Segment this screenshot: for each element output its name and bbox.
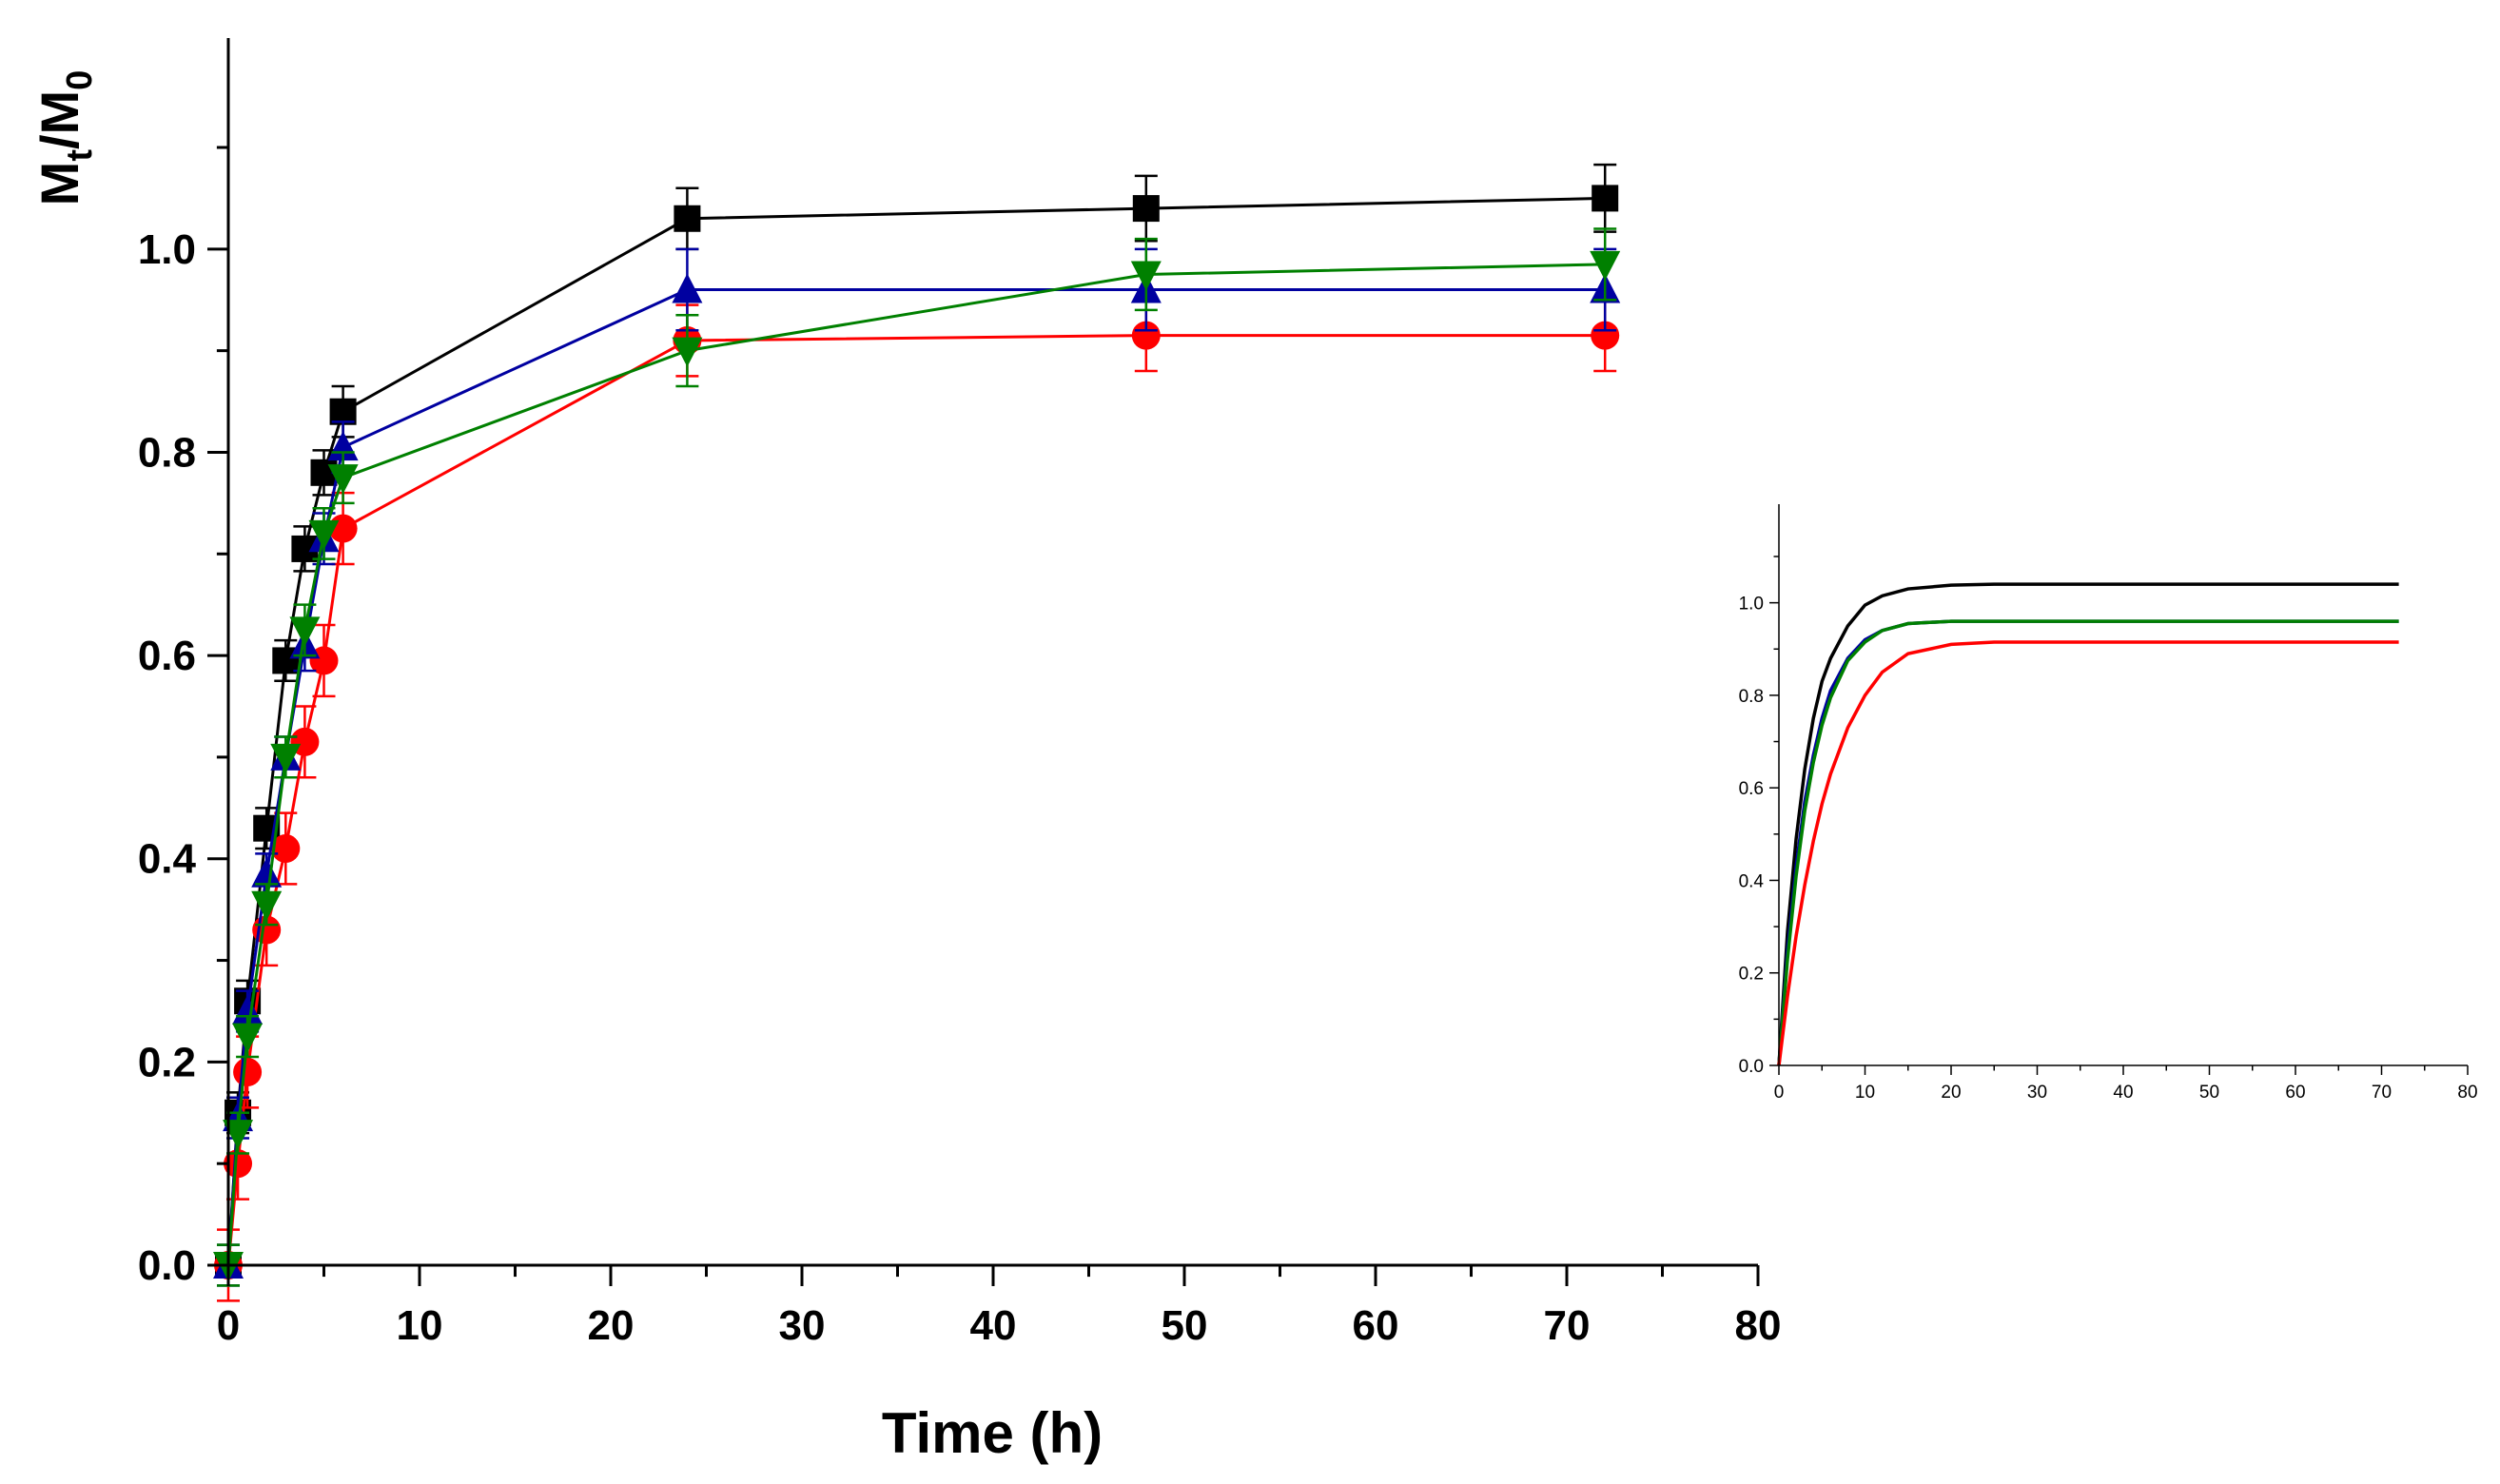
y-tick-label: 0.0 [138,1242,196,1289]
data-point [270,743,302,773]
data-point [233,1058,263,1087]
x-tick-label: 0 [1774,1083,1785,1103]
main-x-ticks: 0 10 20 30 40 50 60 70 80 [217,1265,1782,1349]
inset-y-ticks: 0.0 0.2 0.4 0.6 0.8 1.0 [1739,556,1779,1077]
x-tick-label: 50 [2199,1083,2219,1103]
data-point [289,616,321,647]
y-axis-title-sub1: t [60,149,100,162]
y-axis-title-m2: M [29,90,89,135]
x-tick-label: 40 [970,1302,1017,1349]
y-axis-title-sub2: 0 [60,70,100,90]
y-axis-title-slash: / [29,134,89,149]
data-point [232,1023,264,1053]
inset-chart: 0 10 20 30 40 50 60 70 80 0.0 0.2 0.4 0.6 0.8 1.0 [1739,504,2478,1103]
data-point [251,857,283,888]
data-point [674,205,701,232]
x-tick-label: 20 [1941,1083,1961,1103]
series-2 [1777,619,2399,1066]
series-3 [213,227,1621,1287]
main-y-ticks: 0.0 0.2 0.4 0.6 0.8 1.0 [138,146,228,1289]
inset-plot-area [1777,582,2399,1066]
data-point [1590,250,1621,281]
y-axis-title: Mt/M0 [29,70,100,206]
x-tick-label: 60 [1353,1302,1399,1349]
y-tick-label: 0.0 [1739,1057,1764,1077]
inset-x-ticks: 0 10 20 30 40 50 60 70 80 [1774,1065,2478,1103]
data-point [308,519,340,550]
y-tick-label: 0.4 [1739,871,1765,891]
y-tick-label: 0.8 [1739,687,1764,707]
x-tick-label: 80 [1735,1302,1782,1349]
main-plot-area [213,163,1621,1302]
series-line [1777,619,2399,1066]
series-2 [213,247,1621,1287]
y-tick-label: 0.6 [138,633,196,679]
y-tick-label: 0.2 [138,1039,196,1085]
data-point [223,1120,254,1150]
data-point [1591,321,1620,350]
y-tick-label: 0.4 [138,836,197,883]
x-tick-label: 10 [1855,1083,1875,1103]
series-0 [215,163,1619,1287]
data-point [1132,195,1160,223]
series-line [226,263,1606,1266]
data-point [251,890,283,921]
data-point [1592,185,1619,212]
x-tick-label: 70 [1544,1302,1591,1349]
y-tick-label: 1.0 [1739,595,1764,615]
y-tick-label: 0.2 [1739,965,1764,985]
data-point [1131,321,1161,350]
data-point [271,834,301,864]
x-tick-label: 60 [2285,1083,2305,1103]
series-line [226,288,1606,1266]
data-point [672,337,703,367]
y-tick-label: 0.8 [138,429,196,476]
x-axis-title: Time (h) [882,1401,1103,1465]
y-axis-title-m1: M [29,162,89,206]
data-point [329,398,357,425]
x-tick-label: 30 [779,1302,826,1349]
series-3 [1777,640,2399,1066]
y-tick-label: 1.0 [138,226,196,273]
data-point [327,464,359,495]
main-chart: 0 10 20 30 40 50 60 70 80 0.0 0.2 0.4 0.6 0.8 1.0 Tim… [29,38,1781,1465]
data-point [1130,261,1162,291]
series-line [226,196,1606,1266]
series-0 [1777,582,2399,1066]
x-tick-label: 70 [2372,1083,2392,1103]
x-tick-label: 50 [1162,1302,1208,1349]
series-line [1777,640,2399,1066]
x-tick-label: 80 [2457,1083,2477,1103]
series-line [226,334,1606,1266]
data-point [672,273,703,303]
x-tick-label: 0 [217,1302,240,1349]
y-tick-label: 0.6 [1739,779,1764,799]
data-point [224,1149,253,1179]
series-line [1777,582,2399,1066]
x-tick-label: 10 [397,1302,443,1349]
x-tick-label: 20 [588,1302,635,1349]
series-1 [214,298,1620,1302]
x-tick-label: 40 [2113,1083,2133,1103]
x-tick-label: 30 [2027,1083,2047,1103]
